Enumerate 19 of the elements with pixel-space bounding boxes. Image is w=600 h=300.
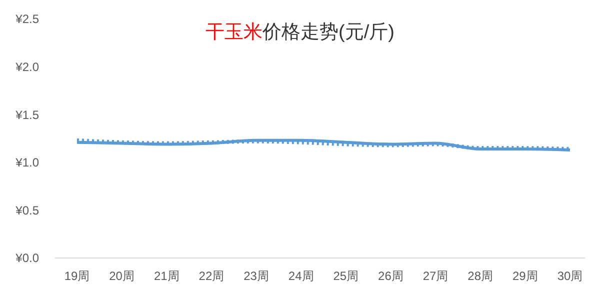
x-tick-label: 27周 [422, 269, 448, 283]
x-tick-label: 20周 [109, 269, 134, 283]
y-tick-label: ¥2.0 [14, 60, 40, 74]
y-tick-label: ¥1.0 [14, 156, 40, 170]
x-tick-label: 24周 [288, 269, 314, 283]
y-tick-label: ¥1.5 [14, 108, 40, 122]
y-tick-label: ¥0.0 [14, 251, 40, 266]
x-tick-label: 28周 [468, 269, 494, 283]
chart-title: 干玉米价格走势(元/斤) [206, 22, 394, 43]
x-tick-label: 19周 [64, 269, 90, 283]
x-tick-label: 29周 [512, 269, 538, 283]
y-tick-label: ¥2.5 [14, 12, 40, 26]
x-tick-label: 21周 [154, 269, 180, 283]
y-tick-label: ¥0.5 [14, 203, 40, 218]
x-tick-label: 30周 [557, 269, 583, 283]
x-tick-label: 25周 [333, 269, 359, 283]
x-tick-label: 22周 [198, 269, 224, 283]
x-tick-label: 26周 [378, 269, 404, 283]
x-tick-label: 23周 [244, 269, 269, 283]
